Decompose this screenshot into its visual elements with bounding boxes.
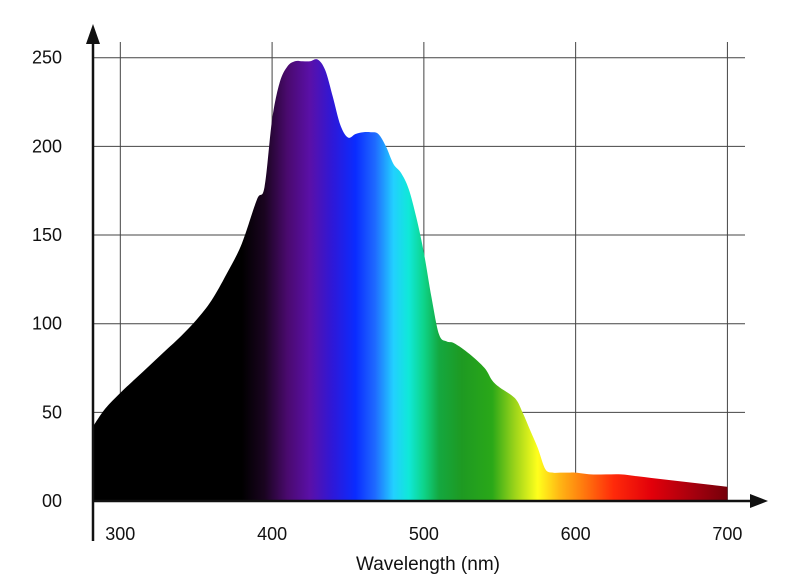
x-axis-arrow-icon [750, 494, 768, 508]
y-tick-label-100: 100 [32, 314, 62, 334]
x-tick-label-300: 300 [105, 524, 135, 544]
x-axis-title: Wavelength (nm) [356, 554, 500, 575]
spectrum-area [93, 59, 728, 501]
x-tick-label-500: 500 [409, 524, 439, 544]
axes [86, 24, 768, 541]
y-tick-label-150: 150 [32, 225, 62, 245]
y-tick-label-200: 200 [32, 136, 62, 156]
y-tick-labels: 00 50 100 150 200 250 [32, 48, 62, 511]
y-axis-arrow-icon [86, 24, 100, 44]
x-tick-labels: 300 400 500 600 700 [105, 524, 742, 544]
y-tick-label-50: 50 [42, 402, 62, 422]
x-tick-label-400: 400 [257, 524, 287, 544]
x-tick-label-600: 600 [561, 524, 591, 544]
y-tick-label-250: 250 [32, 48, 62, 68]
y-tick-label-00: 00 [42, 491, 62, 511]
x-tick-label-700: 700 [712, 524, 742, 544]
